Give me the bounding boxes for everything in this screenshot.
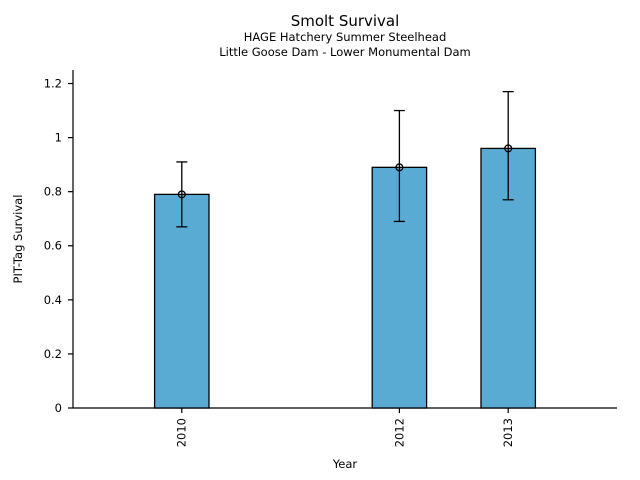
y-tick-label: 0	[55, 401, 62, 415]
y-axis-label: PIT-Tag Survival	[11, 194, 25, 284]
y-tick-label: 0.8	[44, 185, 62, 199]
y-tick-label: 0.6	[44, 239, 62, 253]
chart-subtitle-1: HAGE Hatchery Summer Steelhead	[243, 30, 447, 44]
x-tick-label: 2012	[392, 418, 406, 447]
marker-circle	[504, 144, 513, 153]
x-tick-label: 2010	[175, 418, 189, 447]
y-tick-label: 0.2	[44, 347, 62, 361]
x-tick-label: 2013	[501, 418, 515, 447]
chart-title: Smolt Survival	[290, 12, 400, 30]
marker-circle	[177, 190, 186, 199]
x-axis-label: Year	[332, 457, 358, 471]
y-tick-label: 0.4	[44, 293, 62, 307]
bar-2010	[153, 193, 210, 409]
chart-subtitle-2: Little Goose Dam - Lower Monumental Dam	[219, 45, 471, 59]
marker-circle	[395, 163, 404, 172]
y-tick-label: 1	[55, 131, 62, 145]
y-tick-label: 1.2	[44, 76, 62, 90]
